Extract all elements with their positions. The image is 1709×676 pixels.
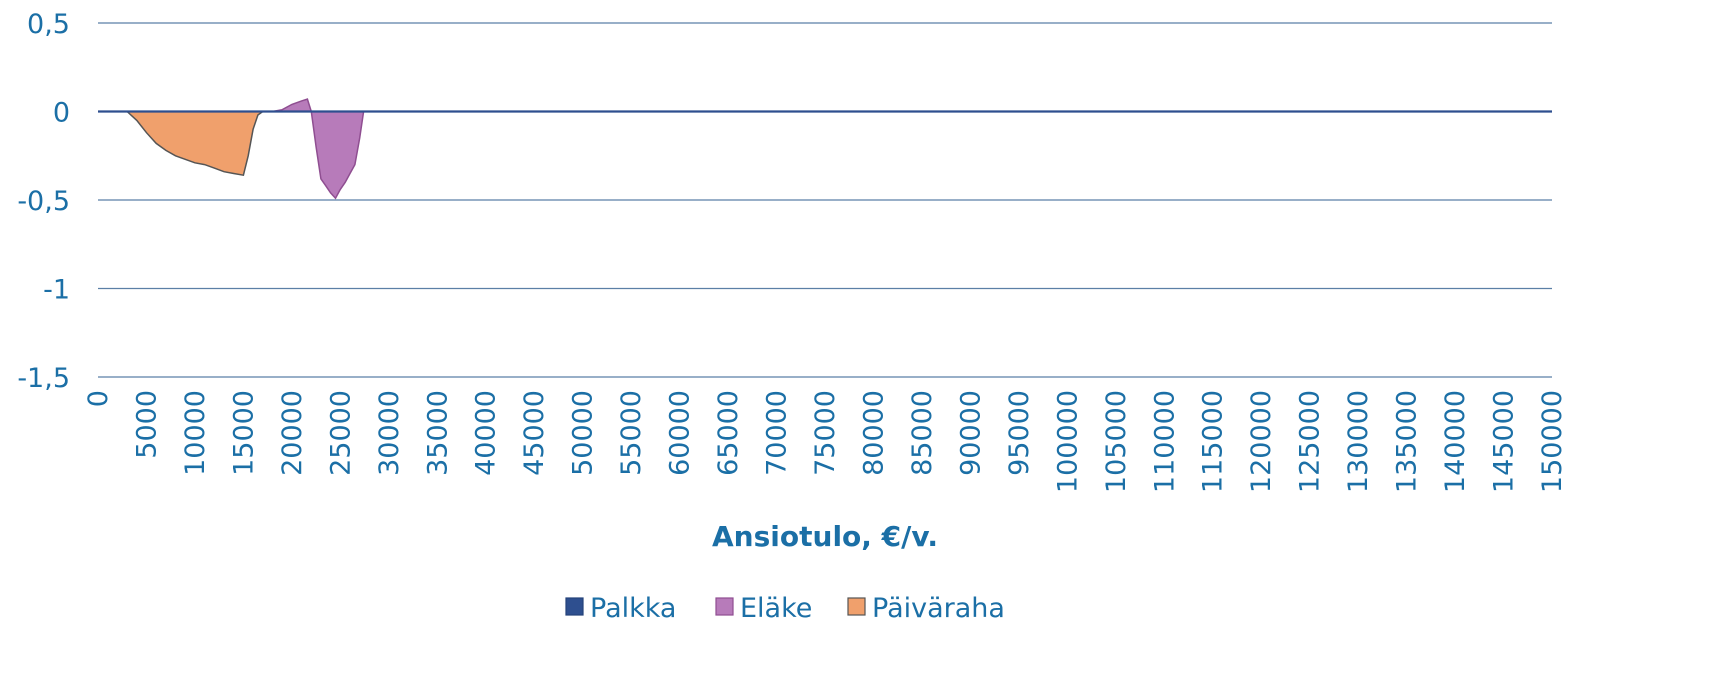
x-tick-label: 125000 [1295,390,1326,493]
x-tick-label: 0 [83,390,114,407]
area-layer [98,98,1552,200]
x-tick-label: 85000 [907,390,938,476]
x-tick-label: 115000 [1198,390,1229,493]
x-tick-label: 110000 [1149,390,1180,493]
x-tick-label: 15000 [228,390,259,476]
x-axis-ticks: 0 5000 10000 15000 20000 25000 30000 35000 40000… [83,390,1568,493]
legend-swatch [847,597,866,616]
series-elake-area [272,98,365,200]
x-tick-label: 55000 [616,390,647,476]
legend-item: Päiväraha [847,593,1005,624]
y-axis-ticks: 0,5 0 -0,5 -1 -1,5 [17,9,70,394]
x-tick-label: 100000 [1052,390,1083,493]
x-tick-label: 35000 [422,390,453,476]
x-tick-label: 120000 [1246,390,1277,493]
legend-item: Palkka [565,593,676,624]
x-tick-label: 70000 [762,390,793,476]
x-tick-label: 10000 [180,390,211,476]
legend-label: Eläke [740,593,812,624]
x-tick-label: 130000 [1343,390,1374,493]
legend-swatch [715,597,734,616]
x-tick-label: 30000 [374,390,405,476]
x-tick-label: 150000 [1537,390,1568,493]
y-tick-label: -0,5 [17,186,70,217]
y-tick-label: 0,5 [27,9,70,40]
x-tick-label: 105000 [1101,390,1132,493]
x-tick-label: 80000 [858,390,889,476]
x-tick-label: 75000 [810,390,841,476]
x-tick-label: 5000 [131,390,162,459]
x-tick-label: 90000 [955,390,986,476]
legend: Palkka Eläke Päiväraha [565,593,1005,624]
x-tick-label: 45000 [519,390,550,476]
x-tick-label: 25000 [325,390,356,476]
legend-label: Palkka [590,593,676,624]
x-tick-label: 65000 [713,390,744,476]
legend-item: Eläke [715,593,812,624]
series-paivaraha-area [125,110,266,177]
y-tick-label: -1,5 [17,363,70,394]
y-tick-label: -1 [43,275,70,306]
x-axis-label: Ansiotulo, €/v. [712,520,938,553]
x-tick-label: 145000 [1489,390,1520,493]
y-tick-label: 0 [53,98,70,129]
grid-layer [98,22,1552,378]
legend-swatch [565,597,584,616]
x-tick-label: 60000 [665,390,696,476]
x-tick-label: 50000 [568,390,599,476]
x-tick-label: 40000 [471,390,502,476]
x-tick-label: 135000 [1392,390,1423,493]
legend-label: Päiväraha [872,593,1005,624]
x-tick-label: 20000 [277,390,308,476]
x-tick-label: 95000 [1004,390,1035,476]
x-tick-label: 140000 [1440,390,1471,493]
